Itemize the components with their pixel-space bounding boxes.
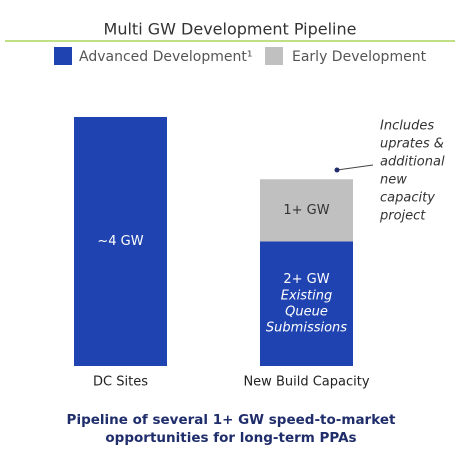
legend-label: Advanced Development¹ <box>79 49 252 65</box>
side-annotation: uprates & <box>380 137 444 152</box>
data-label: 1+ GW <box>283 203 329 218</box>
annotation-dot <box>334 167 340 173</box>
annotation-pointer <box>336 164 374 171</box>
legend-swatch <box>54 47 72 65</box>
chart-title: Multi GW Development Pipeline <box>104 20 357 39</box>
bar-segment <box>74 117 167 366</box>
bar-annotation: Submissions <box>266 321 347 336</box>
legend-label: Early Development <box>292 49 427 65</box>
x-tick-label: New Build Capacity <box>243 375 369 390</box>
caption: opportunities for long-term PPAs <box>105 430 356 446</box>
bar-annotation: Existing <box>281 289 333 304</box>
side-annotation: new <box>380 173 407 188</box>
caption: Pipeline of several 1+ GW speed-to-marke… <box>67 412 396 428</box>
bar-segment <box>260 179 353 242</box>
bar-segment <box>260 241 353 366</box>
side-annotation: Includes <box>380 119 434 134</box>
x-tick-label: DC Sites <box>93 375 148 390</box>
legend-swatch <box>265 47 283 65</box>
side-annotation: additional <box>380 155 445 170</box>
side-annotation: capacity <box>380 191 435 206</box>
bar-annotation: Queue <box>285 305 328 320</box>
data-label: ~4 GW <box>97 234 143 249</box>
side-annotation: project <box>379 209 426 224</box>
data-label: 2+ GW <box>283 272 329 287</box>
